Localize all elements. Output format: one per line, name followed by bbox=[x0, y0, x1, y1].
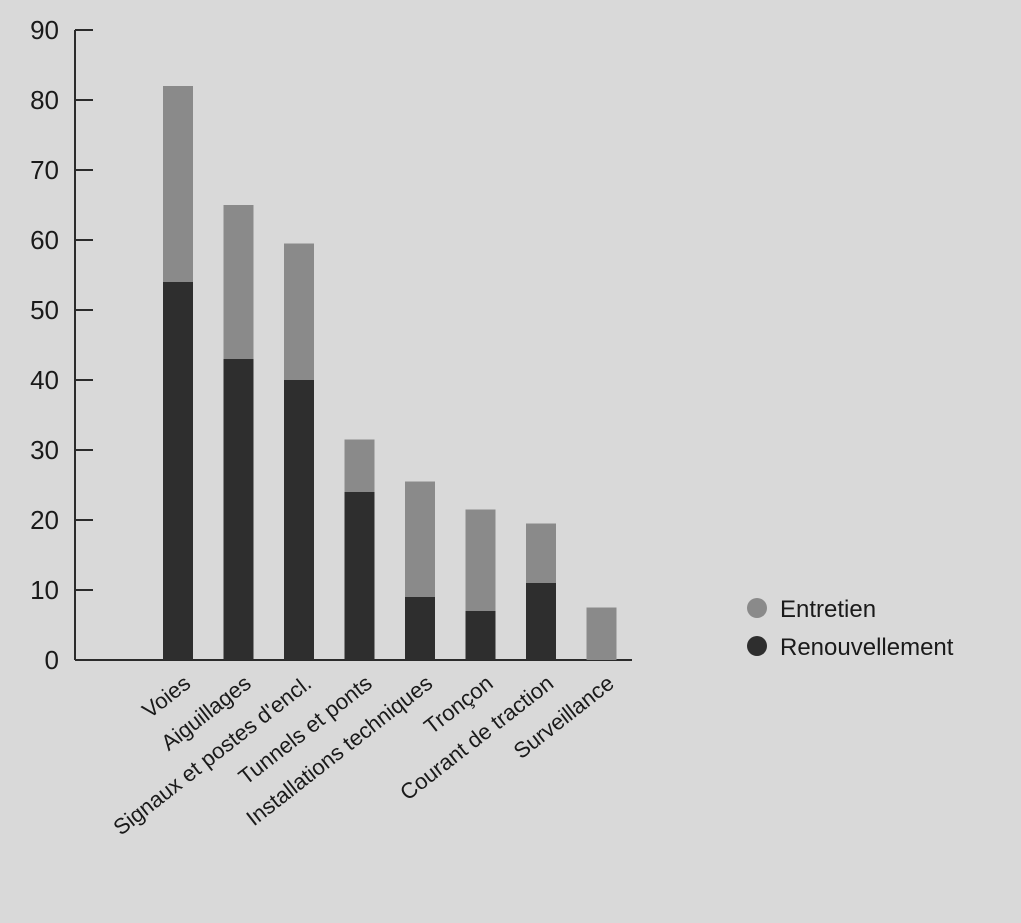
y-tick-label: 70 bbox=[30, 155, 59, 185]
bar-renouvellement-5 bbox=[465, 611, 496, 660]
bar-entretien-6 bbox=[526, 523, 556, 583]
bar-entretien-0 bbox=[163, 86, 193, 282]
bar-renouvellement-2 bbox=[284, 380, 314, 660]
bar-entretien-7 bbox=[586, 607, 617, 660]
y-tick-label: 30 bbox=[30, 435, 59, 465]
y-axis: 0 10 20 30 40 50 60 70 80 90 bbox=[30, 15, 93, 675]
y-tick-label: 50 bbox=[30, 295, 59, 325]
bar-renouvellement-6 bbox=[526, 583, 556, 660]
y-tick-label: 10 bbox=[30, 575, 59, 605]
legend-label: Entretien bbox=[780, 596, 876, 623]
bar-renouvellement-1 bbox=[223, 359, 254, 660]
legend-swatch bbox=[747, 636, 767, 656]
bar-entretien-2 bbox=[284, 243, 314, 380]
y-tick-label: 40 bbox=[30, 365, 59, 395]
legend-label: Renouvellement bbox=[780, 634, 954, 661]
y-tick-label: 80 bbox=[30, 85, 59, 115]
bar-renouvellement-4 bbox=[405, 597, 435, 660]
legend-swatch bbox=[747, 598, 767, 618]
bar-renouvellement-0 bbox=[163, 282, 193, 660]
bar-entretien-1 bbox=[223, 205, 254, 359]
y-tick-label: 0 bbox=[45, 645, 59, 675]
legend: Entretien Renouvellement bbox=[747, 596, 954, 661]
bar-entretien-3 bbox=[344, 439, 375, 492]
y-tick-label: 90 bbox=[30, 15, 59, 45]
bar-entretien-5 bbox=[465, 509, 496, 611]
bar-renouvellement-3 bbox=[344, 492, 375, 660]
y-tick-label: 60 bbox=[30, 225, 59, 255]
y-tick-label: 20 bbox=[30, 505, 59, 535]
bars bbox=[163, 86, 617, 660]
bar-entretien-4 bbox=[405, 481, 435, 597]
